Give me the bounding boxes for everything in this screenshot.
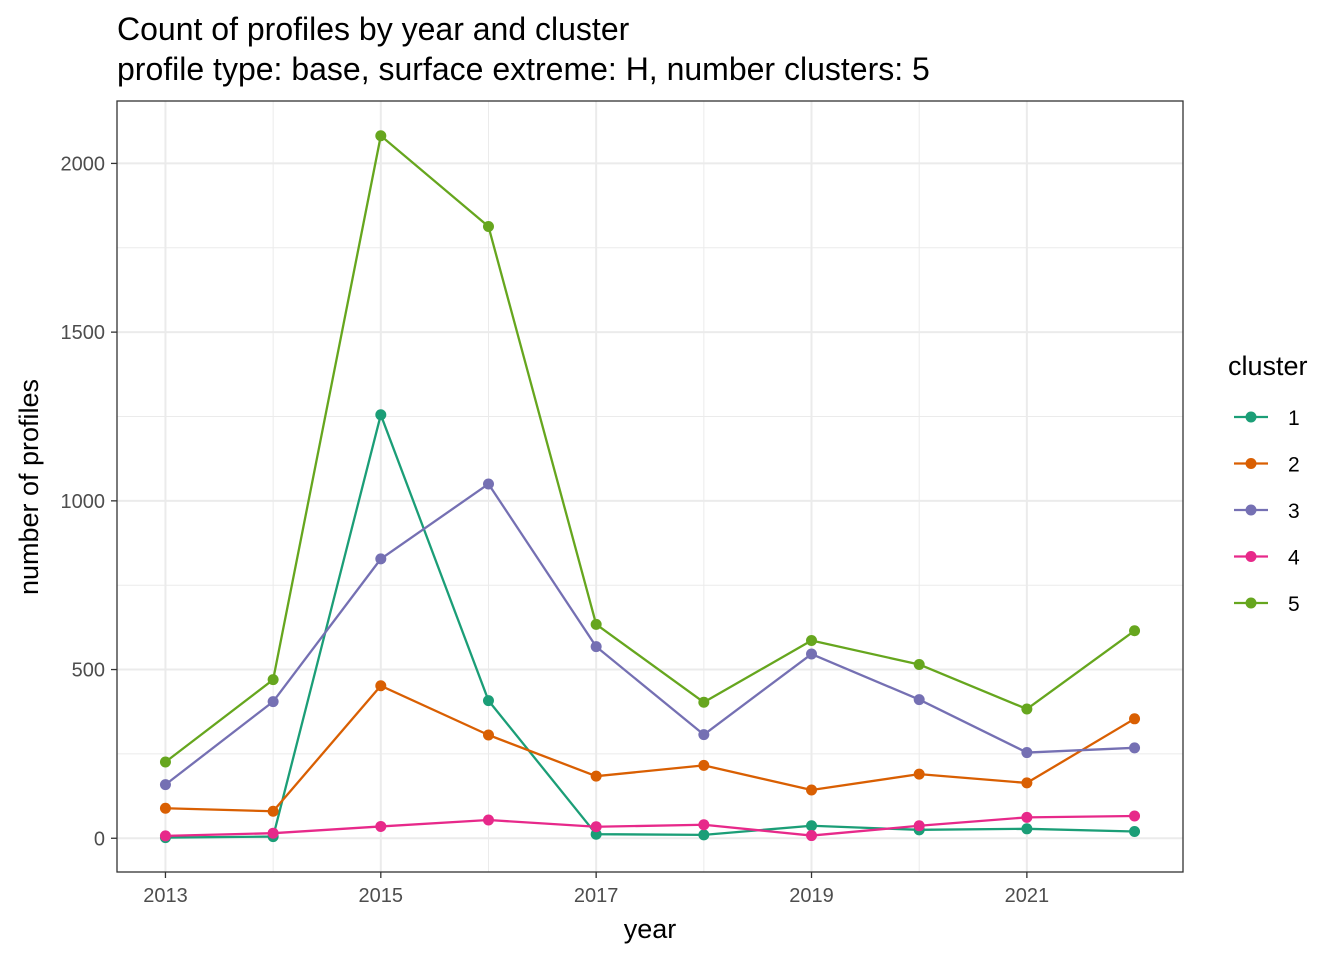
legend-label: 3 xyxy=(1288,500,1300,523)
data-point-cluster-2 xyxy=(590,770,602,782)
data-point-cluster-2 xyxy=(1129,713,1141,725)
legend-label: 4 xyxy=(1288,547,1300,570)
legend-item-cluster-5: 5 xyxy=(1234,593,1300,616)
series-line-cluster-5 xyxy=(164,134,1136,763)
legend-item-cluster-1: 1 xyxy=(1234,407,1300,430)
data-point-cluster-1 xyxy=(482,695,494,707)
legend-title: cluster xyxy=(1228,351,1308,381)
data-point-cluster-4 xyxy=(806,830,818,842)
data-point-cluster-3 xyxy=(159,779,171,791)
data-point-cluster-5 xyxy=(159,756,171,768)
data-point-cluster-5 xyxy=(482,221,494,233)
data-point-cluster-5 xyxy=(590,618,602,630)
data-point-cluster-1 xyxy=(1021,823,1033,835)
data-point-cluster-3 xyxy=(698,729,710,741)
data-point-cluster-2 xyxy=(375,680,387,692)
data-point-cluster-3 xyxy=(590,641,602,653)
series-line-cluster-1 xyxy=(165,413,1135,839)
y-axis-ticks: 0 500 1000 1500 2000 xyxy=(61,153,117,850)
y-tick-label: 2000 xyxy=(61,153,106,175)
data-point-cluster-4 xyxy=(1129,810,1141,822)
major-gridlines xyxy=(117,101,1183,872)
data-point-cluster-1 xyxy=(1129,826,1141,838)
legend-key-point xyxy=(1245,411,1257,423)
data-point-cluster-4 xyxy=(159,830,171,842)
x-tick-label: 2013 xyxy=(143,885,188,907)
data-point-cluster-2 xyxy=(698,759,710,771)
data-point-cluster-5 xyxy=(913,658,925,670)
data-point-cluster-3 xyxy=(375,553,387,565)
data-point-cluster-1 xyxy=(698,829,710,841)
legend-item-cluster-2: 2 xyxy=(1234,454,1300,477)
series-lines xyxy=(164,134,1136,839)
series-points xyxy=(159,130,1141,844)
panel-background xyxy=(117,101,1183,872)
data-point-cluster-2 xyxy=(267,805,279,817)
data-point-cluster-4 xyxy=(482,814,494,826)
legend-item-cluster-4: 4 xyxy=(1234,547,1300,570)
data-point-cluster-1 xyxy=(375,409,387,421)
legend-label: 2 xyxy=(1288,454,1300,477)
legend-label: 5 xyxy=(1288,593,1300,616)
data-point-cluster-2 xyxy=(1021,777,1033,789)
data-point-cluster-4 xyxy=(590,821,602,833)
y-axis-title: number of profiles xyxy=(14,379,44,595)
data-point-cluster-4 xyxy=(267,827,279,839)
chart-subtitle: profile type: base, surface extreme: H, … xyxy=(117,51,930,87)
data-point-cluster-2 xyxy=(806,784,818,796)
x-tick-label: 2019 xyxy=(789,885,834,907)
legend-label: 1 xyxy=(1288,407,1300,430)
data-point-cluster-3 xyxy=(482,478,494,490)
x-axis-title: year xyxy=(624,914,677,944)
y-tick-label: 1000 xyxy=(61,491,106,513)
series-line-cluster-2 xyxy=(165,684,1136,813)
x-tick-label: 2017 xyxy=(574,885,619,907)
data-point-cluster-4 xyxy=(913,820,925,832)
data-point-cluster-2 xyxy=(159,802,171,814)
legend-key-point xyxy=(1245,597,1257,609)
y-tick-label: 1500 xyxy=(61,322,106,344)
legend: cluster 1 2 3 4 5 xyxy=(1228,351,1308,616)
x-tick-label: 2021 xyxy=(1005,885,1050,907)
data-point-cluster-5 xyxy=(375,130,387,142)
data-point-cluster-5 xyxy=(1021,703,1033,715)
legend-key-point xyxy=(1245,504,1257,516)
y-tick-label: 500 xyxy=(72,660,105,682)
plot-panel xyxy=(116,100,1184,873)
data-point-cluster-1 xyxy=(806,820,818,832)
data-point-cluster-3 xyxy=(1021,747,1033,759)
x-tick-label: 2015 xyxy=(359,885,404,907)
series-line-cluster-4 xyxy=(165,814,1135,838)
data-point-cluster-2 xyxy=(482,729,494,741)
x-axis-ticks: 2013 2015 2017 2019 2021 xyxy=(143,872,1049,907)
data-point-cluster-3 xyxy=(913,694,925,706)
data-point-cluster-3 xyxy=(1129,742,1141,754)
y-tick-label: 0 xyxy=(94,828,105,850)
chart-title: Count of profiles by year and cluster xyxy=(117,11,630,47)
series-line-cluster-3 xyxy=(164,482,1135,786)
data-point-cluster-5 xyxy=(1129,625,1141,637)
data-point-cluster-4 xyxy=(375,820,387,832)
data-point-cluster-3 xyxy=(267,696,279,708)
panel-border xyxy=(116,100,1184,873)
data-point-cluster-4 xyxy=(698,819,710,831)
legend-key-point xyxy=(1245,458,1257,469)
legend-item-cluster-3: 3 xyxy=(1234,500,1300,523)
data-point-cluster-2 xyxy=(913,768,925,780)
legend-items: 1 2 3 4 5 xyxy=(1234,407,1300,616)
data-point-cluster-5 xyxy=(806,635,818,647)
data-point-cluster-3 xyxy=(806,648,818,660)
data-point-cluster-4 xyxy=(1021,811,1033,823)
legend-key-point xyxy=(1245,551,1257,562)
data-point-cluster-5 xyxy=(267,674,279,686)
data-point-cluster-5 xyxy=(698,696,710,708)
